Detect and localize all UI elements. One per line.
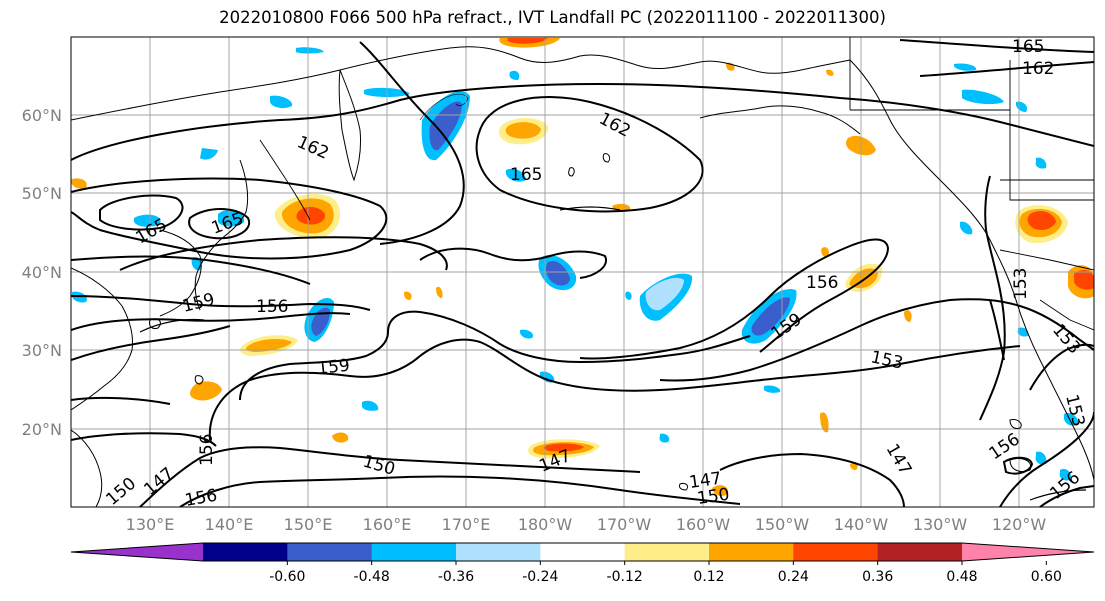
positive-anomaly-california bbox=[1068, 265, 1094, 299]
lon-label: 160°W bbox=[676, 515, 731, 534]
colorbar-box bbox=[456, 543, 541, 561]
colorbar-tick-label: -0.36 bbox=[438, 569, 474, 585]
lat-label: 50°N bbox=[22, 184, 62, 203]
positive-anomaly-subtropics bbox=[71, 38, 912, 496]
contour-label: 159 bbox=[316, 356, 350, 379]
lon-label: 170°W bbox=[597, 515, 652, 534]
contour-label: 147 bbox=[688, 469, 723, 493]
contour-label: 153 bbox=[1011, 268, 1031, 300]
colorbar-tick-label: 0.48 bbox=[946, 569, 977, 585]
contour-label: 156 bbox=[197, 434, 217, 466]
colorbar-box bbox=[624, 543, 710, 561]
longitude-labels: 130°E 140°E 150°E 160°E 170°E 180°W 170°… bbox=[126, 515, 1047, 534]
colorbar-box bbox=[709, 543, 794, 561]
lat-label: 60°N bbox=[22, 106, 62, 125]
contour-label: 156 bbox=[183, 486, 218, 511]
graticule bbox=[71, 37, 1094, 507]
thin-contours bbox=[139, 206, 1087, 501]
colorbar-box bbox=[287, 543, 373, 561]
colorbar-tick-label: -0.12 bbox=[607, 569, 643, 585]
lon-label: 120°W bbox=[992, 515, 1047, 534]
lon-label: 150°E bbox=[284, 515, 333, 534]
colorbar-tick-label: -0.24 bbox=[522, 569, 558, 585]
lon-label: 140°W bbox=[834, 515, 889, 534]
lon-label: 170°E bbox=[442, 515, 491, 534]
colorbar-box bbox=[203, 543, 288, 561]
latitude-labels: 60°N 50°N 40°N 30°N 20°N bbox=[22, 106, 62, 439]
anomaly-fill-patches bbox=[71, 38, 1094, 496]
contour-label: 165 bbox=[1012, 37, 1044, 57]
borders bbox=[259, 37, 1094, 331]
contour-label: 156 bbox=[256, 297, 288, 317]
lat-label: 30°N bbox=[22, 341, 62, 360]
colorbar-tick-label: -0.48 bbox=[354, 569, 390, 585]
positive-anomaly-pacnw bbox=[1015, 205, 1068, 244]
colorbar-extend-low bbox=[71, 543, 203, 561]
colorbar-box bbox=[540, 543, 626, 561]
refractivity-contours bbox=[71, 39, 1094, 507]
negative-anomaly-kuril bbox=[419, 91, 470, 161]
lon-label: 140°E bbox=[205, 515, 254, 534]
lat-label: 20°N bbox=[22, 420, 62, 439]
colorbar-extend-high bbox=[962, 543, 1094, 561]
lon-label: 160°E bbox=[363, 515, 412, 534]
contour-label: 165 bbox=[510, 165, 542, 185]
lon-label: 130°E bbox=[126, 515, 175, 534]
negative-anomaly-north-pacific bbox=[72, 47, 1079, 481]
map-title: 2022010800 F066 500 hPa refract., IVT La… bbox=[219, 8, 886, 27]
lon-label: 150°W bbox=[755, 515, 810, 534]
colorbar-tick-label: 0.12 bbox=[693, 569, 724, 585]
colorbar-tick-label: 0.60 bbox=[1031, 569, 1062, 585]
positive-anomaly-bering bbox=[498, 117, 549, 145]
lat-label: 40°N bbox=[22, 263, 62, 282]
colorbar-tick-label: -0.60 bbox=[269, 569, 305, 585]
lon-label: 180°W bbox=[518, 515, 573, 534]
colorbar: -0.60 -0.48 -0.36 -0.24 -0.12 0.12 0.24 0.36 0.4… bbox=[70, 542, 1095, 585]
contour-label: 162 bbox=[1022, 59, 1054, 79]
colorbar-box bbox=[371, 543, 457, 561]
colorbar-outline bbox=[70, 542, 1095, 562]
plot-frame bbox=[70, 36, 1095, 508]
colorbar-tick-label: 0.36 bbox=[862, 569, 893, 585]
colorbar-box bbox=[877, 543, 963, 561]
contour-label: 150 bbox=[696, 485, 731, 509]
contour-label: 156 bbox=[806, 273, 838, 293]
colorbar-box bbox=[793, 543, 879, 561]
colorbar-tick-label: 0.24 bbox=[778, 569, 809, 585]
lon-label: 130°W bbox=[913, 515, 968, 534]
